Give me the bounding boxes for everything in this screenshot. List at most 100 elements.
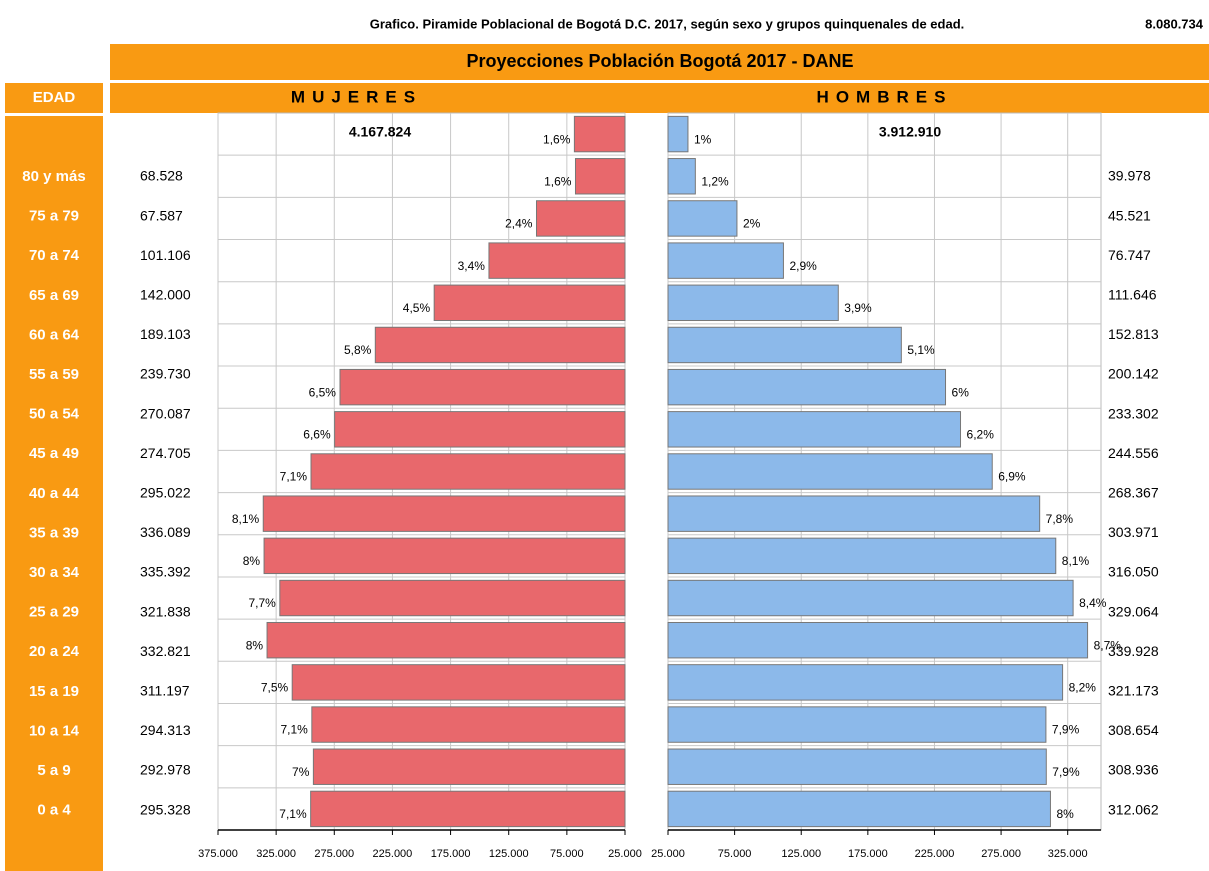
percent-label: 7,8% — [1046, 512, 1074, 526]
value-label: 189.103 — [140, 326, 191, 342]
category-label: 45 a 49 — [29, 445, 79, 462]
bar — [667, 242, 784, 279]
x-tick-label: 325.000 — [256, 848, 296, 860]
legend-entry: MUJERES — [291, 87, 422, 106]
category-label: 40 a 44 — [29, 485, 80, 502]
value-label: 336.089 — [140, 524, 191, 540]
value-label: 268.367 — [1108, 485, 1159, 501]
value-label: 274.705 — [140, 445, 191, 461]
x-tick-label: 225.000 — [915, 848, 955, 860]
category-label: 30 a 34 — [29, 564, 80, 581]
percent-label: 6,2% — [967, 427, 995, 441]
bar — [667, 453, 993, 490]
percent-label: 2% — [743, 217, 761, 231]
x-tick-label: 125.000 — [781, 848, 821, 860]
category-label: 20 a 24 — [29, 643, 80, 660]
x-tick-label: 275.000 — [314, 848, 354, 860]
header-box — [5, 83, 103, 113]
category-label: 75 a 79 — [29, 208, 79, 225]
percent-label: 5,1% — [907, 343, 935, 357]
percent-label: 8,1% — [1062, 554, 1090, 568]
value-label: 321.173 — [1108, 683, 1159, 699]
percent-label: 2,9% — [789, 259, 817, 273]
bar — [433, 284, 626, 322]
percent-label: 8,2% — [1069, 681, 1097, 695]
category-header: EDAD — [33, 89, 76, 106]
bar — [279, 579, 626, 617]
percent-label: 4,5% — [403, 301, 431, 315]
value-label: 270.087 — [140, 405, 191, 421]
value-label: 76.747 — [1108, 247, 1151, 263]
bar — [310, 453, 626, 490]
bar — [667, 748, 1047, 785]
percent-label: 3,4% — [458, 259, 486, 273]
x-tick-label: 175.000 — [848, 848, 888, 860]
value-label: 308.936 — [1108, 762, 1159, 778]
series-total: 4.167.824 — [349, 124, 411, 140]
value-label: 152.813 — [1108, 326, 1159, 342]
bar — [667, 284, 839, 322]
bar — [574, 158, 626, 195]
bar — [667, 495, 1041, 532]
x-tick-label: 275.000 — [981, 848, 1021, 860]
category-label: 25 a 29 — [29, 604, 79, 621]
percent-label: 7,1% — [280, 723, 308, 737]
percent-label: 6,6% — [303, 427, 331, 441]
subtitle: Proyecciones Población Bogotá 2017 - DAN… — [466, 51, 853, 71]
bar — [667, 368, 947, 406]
percent-label: 8% — [243, 554, 261, 568]
bar — [262, 495, 626, 532]
bar — [667, 621, 1089, 659]
x-tick-label: 125.000 — [489, 848, 529, 860]
percent-label: 8,7% — [1094, 638, 1122, 652]
bar — [667, 158, 696, 195]
value-label: 321.838 — [140, 603, 191, 619]
category-column — [5, 116, 103, 871]
value-label: 45.521 — [1108, 207, 1151, 223]
value-label: 239.730 — [140, 366, 191, 382]
value-label: 244.556 — [1108, 445, 1159, 461]
value-label: 294.313 — [140, 722, 191, 738]
value-label: 200.142 — [1108, 366, 1159, 382]
x-tick-label: 75.000 — [718, 848, 752, 860]
bar — [667, 411, 962, 448]
category-label: 70 a 74 — [29, 247, 80, 264]
value-label: 233.302 — [1108, 405, 1159, 421]
value-label: 295.328 — [140, 801, 191, 817]
bar — [291, 664, 626, 701]
x-tick-label: 375.000 — [198, 848, 238, 860]
percent-label: 1,6% — [543, 132, 571, 146]
percent-label: 3,9% — [844, 301, 872, 315]
category-label: 35 a 39 — [29, 524, 79, 541]
x-tick-label: 75.000 — [550, 848, 584, 860]
category-label: 0 a 4 — [37, 802, 71, 819]
category-label: 65 a 69 — [29, 287, 79, 304]
category-label: 5 a 9 — [37, 762, 70, 779]
bar — [263, 537, 626, 575]
bar — [667, 706, 1047, 743]
bar — [312, 748, 626, 785]
value-label: 39.978 — [1108, 168, 1151, 184]
percent-label: 7,1% — [279, 807, 307, 821]
bar — [667, 326, 902, 364]
percent-label: 7,7% — [248, 596, 276, 610]
bar — [667, 537, 1057, 575]
value-label: 329.064 — [1108, 603, 1159, 619]
x-tick-label: 225.000 — [373, 848, 413, 860]
total-label: 8.080.734 — [1145, 16, 1204, 31]
percent-label: 1,2% — [701, 174, 729, 188]
value-label: 142.000 — [140, 287, 191, 303]
bar — [374, 326, 626, 364]
percent-label: 7,1% — [280, 470, 308, 484]
percent-label: 6% — [952, 385, 970, 399]
percent-label: 7,9% — [1052, 723, 1080, 737]
bar — [535, 200, 626, 237]
percent-label: 1,6% — [544, 174, 572, 188]
bar — [339, 368, 626, 406]
percent-label: 1% — [694, 132, 712, 146]
bar — [310, 790, 626, 828]
series-total: 3.912.910 — [879, 124, 941, 140]
x-tick-label: 175.000 — [431, 848, 471, 860]
value-label: 332.821 — [140, 643, 191, 659]
value-label: 111.646 — [1108, 287, 1157, 303]
